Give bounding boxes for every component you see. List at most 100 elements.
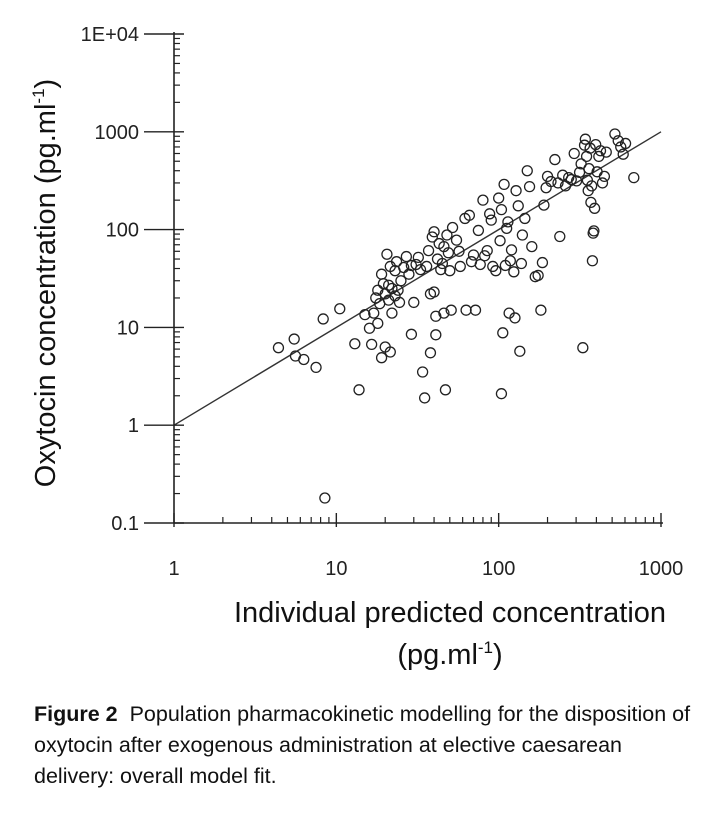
data-point bbox=[514, 345, 526, 357]
data-point bbox=[628, 171, 640, 184]
data-point bbox=[400, 250, 413, 263]
data-point bbox=[481, 244, 493, 257]
data-point bbox=[510, 185, 522, 197]
x-axis-title-line1: Individual predicted concentration bbox=[234, 597, 666, 629]
data-point bbox=[535, 304, 547, 316]
x-tick-label: 1 bbox=[168, 558, 179, 580]
data-point bbox=[596, 177, 609, 189]
data-point bbox=[382, 279, 395, 291]
data-point bbox=[612, 135, 624, 147]
data-point bbox=[519, 212, 531, 225]
data-point bbox=[353, 384, 365, 396]
data-point bbox=[579, 133, 592, 145]
data-point bbox=[288, 333, 300, 345]
identity-line bbox=[173, 131, 662, 426]
data-point bbox=[565, 173, 577, 186]
tick-labels: 1 10 100 1000 0.1 1 10 100 1000 1E+04 bbox=[81, 24, 684, 580]
data-point bbox=[577, 342, 589, 354]
data-point bbox=[501, 222, 513, 234]
data-point bbox=[390, 256, 403, 268]
data-point bbox=[523, 180, 536, 193]
data-point bbox=[370, 292, 382, 304]
x-axis-title-line2: (pg.ml-1) bbox=[397, 638, 502, 671]
figure-label: Figure 2 bbox=[34, 702, 118, 726]
data-point bbox=[372, 317, 384, 330]
data-point bbox=[414, 263, 427, 276]
data-point bbox=[568, 147, 580, 160]
data-point bbox=[435, 263, 447, 276]
y-tick-label: 10 bbox=[117, 317, 139, 339]
data-point bbox=[521, 165, 533, 177]
data-point bbox=[532, 269, 544, 282]
data-point bbox=[419, 392, 431, 404]
data-point bbox=[436, 257, 449, 270]
x-tick-label: 1000 bbox=[639, 558, 684, 580]
data-point bbox=[502, 216, 514, 228]
data-point bbox=[498, 178, 510, 191]
data-point bbox=[298, 353, 310, 366]
data-point bbox=[586, 255, 599, 267]
data-point bbox=[512, 200, 524, 212]
data-point bbox=[588, 202, 601, 214]
data-point bbox=[428, 286, 440, 298]
data-point bbox=[422, 244, 435, 257]
data-point bbox=[563, 171, 575, 184]
data-point bbox=[493, 192, 505, 204]
data-point bbox=[375, 352, 388, 364]
data-point bbox=[477, 194, 489, 206]
data-point bbox=[375, 268, 388, 280]
scatter-chart: 1 10 100 1000 0.1 1 10 100 1000 1E+04 Oxytocin co… bbox=[29, 24, 684, 671]
data-point bbox=[453, 245, 465, 257]
data-point bbox=[536, 256, 549, 269]
y-tick-label: 100 bbox=[106, 220, 139, 242]
figure-caption: Figure 2 Population pharmacokinetic mode… bbox=[34, 699, 694, 792]
data-point bbox=[479, 250, 491, 262]
caption-text: Population pharmacokinetic modelling for… bbox=[34, 702, 691, 788]
data-point bbox=[450, 234, 463, 246]
x-tick-label: 10 bbox=[325, 558, 347, 580]
data-point bbox=[600, 146, 612, 158]
y-axis-title: Oxytocin concentration (pg.ml-1) bbox=[29, 79, 62, 487]
data-point bbox=[334, 303, 346, 315]
data-point bbox=[484, 208, 496, 220]
data-point bbox=[416, 366, 429, 378]
data-point bbox=[515, 257, 528, 270]
data-point bbox=[573, 166, 586, 178]
data-point bbox=[310, 361, 322, 374]
data-point bbox=[472, 224, 485, 237]
data-point bbox=[504, 255, 516, 267]
data-point bbox=[594, 145, 607, 157]
data-point bbox=[578, 139, 591, 151]
data-point bbox=[405, 328, 418, 340]
data-point bbox=[526, 240, 538, 253]
data-point bbox=[609, 128, 621, 140]
data-point bbox=[395, 275, 407, 287]
identity-line-group bbox=[173, 131, 662, 426]
data-point bbox=[516, 229, 529, 241]
data-point bbox=[586, 180, 598, 192]
data-point bbox=[463, 209, 476, 221]
data-point bbox=[598, 170, 611, 183]
data-point bbox=[554, 230, 566, 243]
data-point bbox=[420, 260, 433, 273]
data-point bbox=[474, 258, 486, 271]
data-point bbox=[319, 492, 331, 504]
data-point bbox=[490, 265, 502, 277]
data-point bbox=[585, 196, 597, 208]
data-point bbox=[359, 309, 371, 321]
x-tick-label: 100 bbox=[482, 558, 515, 580]
data-point bbox=[588, 225, 600, 237]
data-point bbox=[495, 203, 508, 216]
data-point bbox=[384, 346, 396, 358]
y-tick-label: 0.1 bbox=[111, 513, 139, 535]
data-point bbox=[381, 248, 393, 260]
minor-ticks bbox=[174, 37, 655, 523]
major-ticks bbox=[144, 33, 662, 527]
data-point bbox=[446, 221, 459, 234]
data-point bbox=[497, 327, 509, 339]
data-point bbox=[349, 338, 361, 350]
data-point bbox=[505, 244, 518, 256]
data-point bbox=[272, 342, 285, 354]
data-point bbox=[386, 307, 398, 319]
data-point bbox=[467, 249, 480, 261]
